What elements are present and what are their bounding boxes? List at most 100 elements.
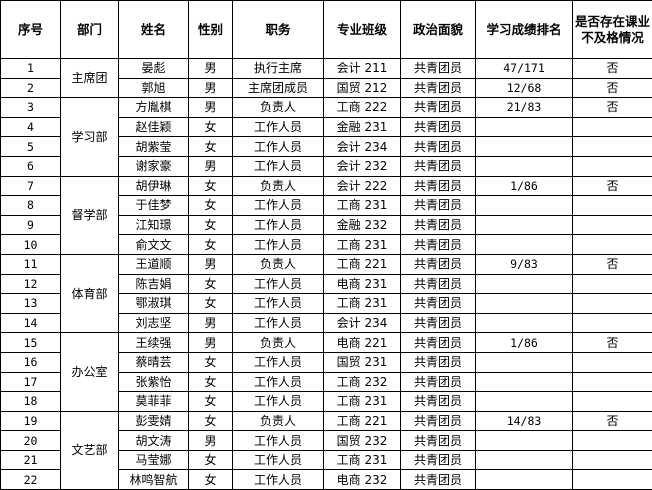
cell-political-status: 共青团员 [401, 450, 476, 470]
cell-position: 负责人 [233, 98, 324, 118]
cell-gender: 男 [189, 333, 233, 353]
cell-failed-courses [573, 196, 652, 216]
cell-name: 谢家豪 [119, 156, 189, 176]
cell-index: 4 [1, 117, 61, 137]
cell-gender: 男 [189, 98, 233, 118]
cell-name: 胡紫莹 [119, 137, 189, 157]
cell-name: 王道顺 [119, 254, 189, 274]
cell-political-status: 共青团员 [401, 372, 476, 392]
cell-grade-rank [476, 117, 573, 137]
cell-political-status: 共青团员 [401, 254, 476, 274]
cell-name: 张紫怡 [119, 372, 189, 392]
cell-class: 国贸 212 [324, 78, 401, 98]
cell-grade-rank [476, 470, 573, 490]
header-grade-rank: 学习成绩排名 [476, 1, 573, 59]
cell-failed-courses [573, 117, 652, 137]
cell-failed-courses [573, 450, 652, 470]
cell-failed-courses [573, 137, 652, 157]
cell-failed-courses: 否 [573, 333, 652, 353]
cell-index: 2 [1, 78, 61, 98]
cell-position: 工作人员 [233, 313, 324, 333]
cell-index: 7 [1, 176, 61, 196]
cell-gender: 女 [189, 294, 233, 314]
cell-failed-courses [573, 470, 652, 490]
cell-political-status: 共青团员 [401, 196, 476, 216]
cell-political-status: 共青团员 [401, 470, 476, 490]
cell-class: 工商 232 [324, 372, 401, 392]
cell-gender: 男 [189, 431, 233, 451]
cell-grade-rank [476, 313, 573, 333]
cell-grade-rank: 9/83 [476, 254, 573, 274]
cell-position: 负责人 [233, 176, 324, 196]
cell-index: 6 [1, 156, 61, 176]
cell-gender: 男 [189, 254, 233, 274]
cell-index: 3 [1, 98, 61, 118]
cell-name: 俞文文 [119, 235, 189, 255]
cell-class: 会计 232 [324, 156, 401, 176]
cell-index: 11 [1, 254, 61, 274]
cell-position: 工作人员 [233, 294, 324, 314]
department-cell: 办公室 [61, 333, 119, 411]
cell-name: 方胤棋 [119, 98, 189, 118]
cell-class: 工商 231 [324, 196, 401, 216]
cell-name: 莫菲菲 [119, 392, 189, 412]
cell-grade-rank [476, 294, 573, 314]
cell-name: 鄂淑琪 [119, 294, 189, 314]
cell-political-status: 共青团员 [401, 176, 476, 196]
cell-grade-rank [476, 215, 573, 235]
cell-gender: 男 [189, 313, 233, 333]
cell-political-status: 共青团员 [401, 431, 476, 451]
cell-gender: 女 [189, 274, 233, 294]
cell-class: 会计 234 [324, 313, 401, 333]
cell-index: 12 [1, 274, 61, 294]
cell-index: 10 [1, 235, 61, 255]
cell-name: 刘志坚 [119, 313, 189, 333]
cell-failed-courses [573, 313, 652, 333]
header-political-status: 政治面貌 [401, 1, 476, 59]
cell-class: 工商 221 [324, 411, 401, 431]
cell-grade-rank: 14/83 [476, 411, 573, 431]
header-failed-courses: 是否存在课业不及格情况 [573, 1, 652, 59]
cell-position: 主席团成员 [233, 78, 324, 98]
cell-class: 会计 234 [324, 137, 401, 157]
cell-class: 工商 231 [324, 392, 401, 412]
cell-class: 国贸 231 [324, 352, 401, 372]
cell-grade-rank: 1/86 [476, 333, 573, 353]
cell-failed-courses: 否 [573, 98, 652, 118]
cell-grade-rank [476, 352, 573, 372]
cell-position: 执行主席 [233, 59, 324, 79]
cell-name: 于佳梦 [119, 196, 189, 216]
cell-grade-rank [476, 450, 573, 470]
cell-political-status: 共青团员 [401, 137, 476, 157]
cell-index: 16 [1, 352, 61, 372]
cell-gender: 男 [189, 59, 233, 79]
header-gender: 性别 [189, 1, 233, 59]
cell-gender: 女 [189, 411, 233, 431]
cell-name: 胡文涛 [119, 431, 189, 451]
cell-name: 林鸣智航 [119, 470, 189, 490]
cell-class: 金融 232 [324, 215, 401, 235]
cell-gender: 女 [189, 196, 233, 216]
cell-failed-courses [573, 352, 652, 372]
cell-failed-courses [573, 294, 652, 314]
cell-political-status: 共青团员 [401, 313, 476, 333]
cell-name: 晏彪 [119, 59, 189, 79]
cell-index: 13 [1, 294, 61, 314]
cell-class: 工商 231 [324, 450, 401, 470]
cell-name: 胡伊琳 [119, 176, 189, 196]
cell-failed-courses [573, 392, 652, 412]
cell-index: 9 [1, 215, 61, 235]
cell-political-status: 共青团员 [401, 294, 476, 314]
header-department: 部门 [61, 1, 119, 59]
department-cell: 主席团 [61, 59, 119, 98]
cell-index: 1 [1, 59, 61, 79]
cell-political-status: 共青团员 [401, 333, 476, 353]
header-index: 序号 [1, 1, 61, 59]
cell-gender: 女 [189, 176, 233, 196]
cell-index: 8 [1, 196, 61, 216]
cell-failed-courses: 否 [573, 176, 652, 196]
cell-class: 会计 211 [324, 59, 401, 79]
cell-name: 蔡晴芸 [119, 352, 189, 372]
cell-position: 工作人员 [233, 431, 324, 451]
cell-index: 14 [1, 313, 61, 333]
